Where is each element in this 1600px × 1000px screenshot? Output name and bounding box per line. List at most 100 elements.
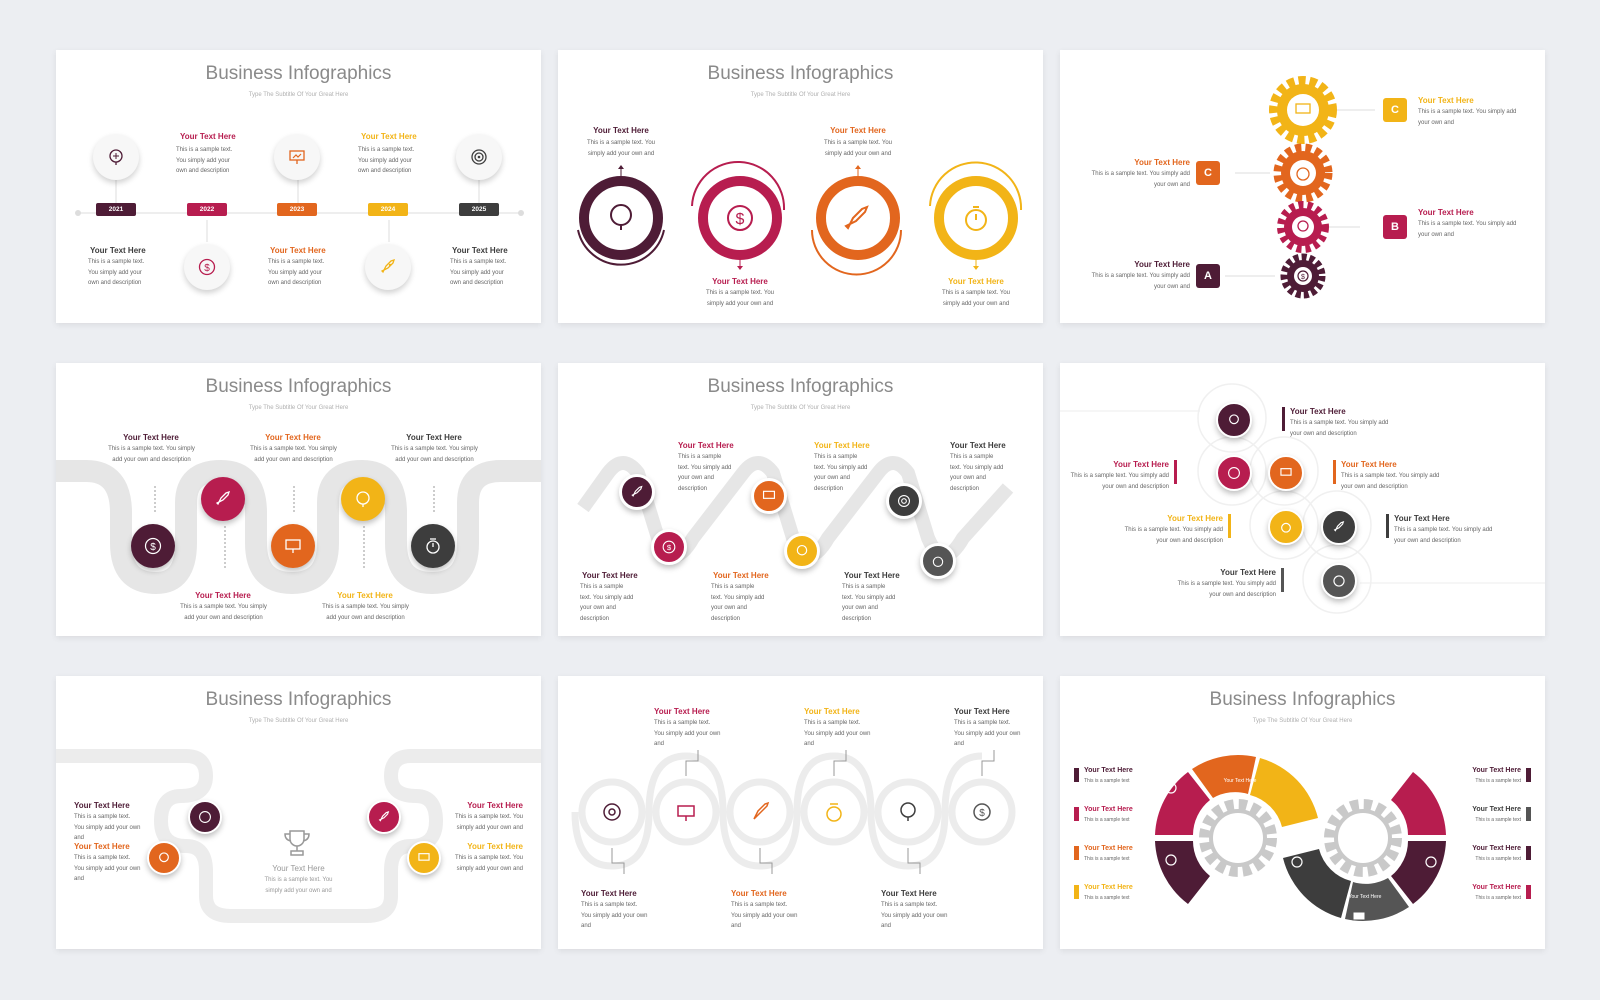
text-heading: Your Text Here xyxy=(1113,460,1169,469)
slide-subtitle: Type The Subtitle Of Your Great Here xyxy=(750,405,851,411)
year-pill-2024: 2024 xyxy=(368,203,408,216)
slide-gear-rings[interactable]: Business Infographics Type The Subtitle … xyxy=(1060,676,1545,949)
chain-graphic: $ xyxy=(571,750,1016,874)
text-body: This is a sample text. You simply add yo… xyxy=(1124,527,1223,544)
text-body: This is a sample text xyxy=(1084,817,1130,823)
text-body: This is a sample text. You simply add yo… xyxy=(1091,273,1190,290)
slide-chain[interactable]: $ Your Text Here This is a sample text. … xyxy=(558,676,1043,949)
text-body: This is a sample text. You simply add yo… xyxy=(250,446,337,463)
brain-icon xyxy=(610,204,632,230)
text-heading: Your Text Here xyxy=(1134,158,1190,167)
label-box-a: A xyxy=(1196,264,1220,288)
slide-title: Business Infographics xyxy=(205,376,392,397)
text-heading: Your Text Here xyxy=(1134,260,1190,269)
slide-lattice[interactable]: Your Text Here This is a sample text. Yo… xyxy=(1060,363,1545,636)
brain-icon xyxy=(356,491,370,507)
slide-title: Business Infographics xyxy=(205,689,392,710)
presentation-icon xyxy=(289,150,305,164)
text-heading: Your Text Here xyxy=(1472,884,1521,891)
text-heading: Your Text Here xyxy=(452,246,508,255)
slide-subtitle: Type The Subtitle Of Your Great Here xyxy=(1252,718,1353,724)
accent-bar xyxy=(1228,514,1231,538)
text-body: This is a sample text. You simply add yo… xyxy=(1341,473,1440,490)
target-circle xyxy=(886,483,922,519)
slide-rings[interactable]: Business Infographics Type The Subtitle … xyxy=(558,50,1043,323)
text-heading: Your Text Here xyxy=(361,132,417,141)
accent-bar xyxy=(1074,807,1079,821)
brain-icon xyxy=(1233,740,1243,750)
svg-text:Your Text Here: Your Text Here xyxy=(1224,778,1257,784)
dollar-icon xyxy=(1165,782,1177,794)
text-body: This is a sample text. You simply add yo… xyxy=(268,259,325,286)
text-heading: Your Text Here xyxy=(1472,767,1521,774)
text-body: This is a sample text. You simply add yo… xyxy=(391,446,478,463)
text-body: This is a sample text. You simply add yo… xyxy=(711,584,765,622)
text-heading: Your Text Here xyxy=(1290,407,1346,416)
text-heading: Your Text Here xyxy=(74,801,130,810)
slide-timeline[interactable]: Business Infographics Type The Subtitle … xyxy=(56,50,541,323)
text-body: This is a sample text. You simply add yo… xyxy=(88,259,145,286)
stopwatch-icon xyxy=(965,206,987,231)
slide-subtitle: Type The Subtitle Of Your Great Here xyxy=(248,92,349,98)
gears-graphic: $ xyxy=(1225,76,1375,299)
text-body: This is a sample text. You simply add yo… xyxy=(731,902,798,929)
dollar-icon: $ xyxy=(727,205,753,231)
presentation-icon xyxy=(418,853,430,861)
slide-trophy[interactable]: Business Infographics Type The Subtitle … xyxy=(56,676,541,949)
rocket-icon xyxy=(1333,521,1345,532)
svg-text:$: $ xyxy=(204,263,210,274)
presentation-circle xyxy=(274,134,320,180)
target-icon xyxy=(898,495,910,507)
rocket-icon xyxy=(380,258,396,274)
text-body: This is a sample text. You simply add yo… xyxy=(950,454,1004,492)
text-heading: Your Text Here xyxy=(1341,460,1397,469)
text-body: This is a sample text. You simply add yo… xyxy=(580,584,634,622)
stopwatch-icon xyxy=(932,556,944,567)
accent-bar xyxy=(1074,768,1079,782)
text-heading: Your Text Here xyxy=(1084,767,1133,774)
dollar-circle: $ xyxy=(131,524,175,568)
target-icon xyxy=(471,149,487,165)
rocket-icon xyxy=(753,801,770,820)
rocket-circle xyxy=(619,474,655,510)
text-heading: Your Text Here xyxy=(337,591,393,600)
text-heading: Your Text Here xyxy=(1418,208,1474,217)
accent-bar xyxy=(1526,768,1531,782)
text-heading: Your Text Here xyxy=(270,246,326,255)
text-body: This is a sample text. You simply add yo… xyxy=(176,147,233,174)
stopwatch-circle xyxy=(920,543,956,579)
brain-icon xyxy=(1297,220,1309,232)
slide-zigzag[interactable]: Business Infographics Type The Subtitle … xyxy=(558,363,1043,636)
text-heading: Your Text Here xyxy=(804,707,860,716)
text-body: This is a sample text. You simply add yo… xyxy=(454,855,523,872)
text-heading: Your Text Here xyxy=(1394,514,1450,523)
text-body: This is a sample text xyxy=(1084,895,1130,901)
stopwatch-icon xyxy=(1281,522,1291,533)
slide-road[interactable]: Business Infographics Type The Subtitle … xyxy=(56,363,541,636)
target-icon xyxy=(1425,856,1437,868)
text-heading: Your Text Here xyxy=(1418,96,1474,105)
label-box-c: C xyxy=(1383,98,1407,122)
text-heading: Your Text Here xyxy=(467,842,523,851)
text-body: This is a sample text. You simply add yo… xyxy=(1418,109,1517,126)
svg-text:$: $ xyxy=(150,542,156,553)
rocket-circle xyxy=(201,477,245,521)
trophy-path xyxy=(56,749,541,923)
label-box-c: C xyxy=(1196,161,1220,185)
stopwatch-circle xyxy=(411,524,455,568)
slide-gears[interactable]: $ C C B A Your Text Here This is a sampl… xyxy=(1060,50,1545,323)
text-heading: Your Text Here xyxy=(265,433,321,442)
text-heading: Your Text Here xyxy=(1084,884,1133,891)
text-body: This is a sample text. You simply add yo… xyxy=(1091,171,1190,188)
stopwatch-icon xyxy=(1296,167,1310,181)
text-heading: Your Text Here xyxy=(948,277,1004,286)
brain-circle xyxy=(1216,402,1252,438)
text-body: This is a sample text xyxy=(1475,817,1521,823)
dollar-icon xyxy=(199,811,211,823)
text-body: This is a sample text. You simply add yo… xyxy=(581,902,648,929)
road-path xyxy=(56,459,541,595)
text-heading: Your Text Here xyxy=(467,801,523,810)
rocket-circle xyxy=(367,800,401,834)
dollar-circle xyxy=(1216,455,1252,491)
rocket-icon xyxy=(844,205,869,230)
